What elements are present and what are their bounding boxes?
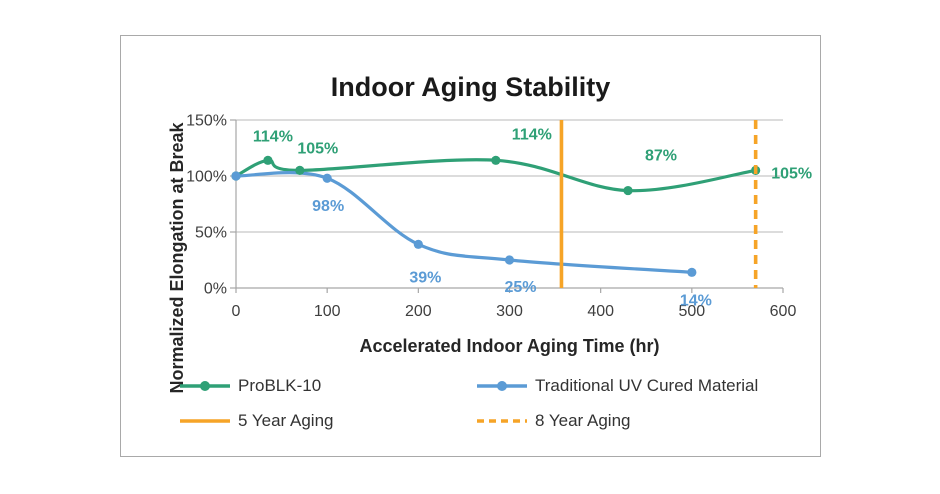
- y-tick-label: 100%: [186, 169, 227, 186]
- data-point-marker: [491, 155, 501, 165]
- data-point-label: 14%: [680, 292, 712, 309]
- data-point-label: 105%: [297, 140, 338, 157]
- data-point-marker: [263, 155, 273, 165]
- data-point-label: 105%: [771, 165, 812, 182]
- y-tick-label: 50%: [195, 225, 227, 242]
- data-point-marker: [231, 171, 241, 181]
- data-point-label: 114%: [253, 128, 293, 145]
- data-point-marker: [687, 267, 697, 277]
- data-point-label: 114%: [512, 126, 552, 143]
- y-axis-title: Normalized Elongation at Break: [167, 122, 187, 394]
- x-tick-label: 400: [587, 303, 614, 320]
- y-tick-label: 0%: [204, 281, 227, 298]
- x-axis-title: Accelerated Indoor Aging Time (hr): [359, 336, 660, 356]
- data-point-marker: [322, 173, 332, 183]
- data-point-marker: [504, 255, 515, 265]
- data-point-label: 39%: [409, 269, 441, 286]
- x-tick-label: 500: [678, 303, 705, 320]
- data-point-marker: [413, 239, 423, 249]
- y-tick-label: 150%: [186, 113, 227, 130]
- data-point-label: 98%: [312, 198, 344, 215]
- plot-area: 0%50%100%150%0 100 200 300 400 500 600114%105%…: [186, 113, 812, 321]
- x-tick-label: 200: [405, 303, 432, 320]
- data-point-marker: [295, 165, 305, 175]
- data-point-marker: [623, 185, 633, 196]
- data-point-label: 25%: [504, 279, 536, 296]
- chart-title: Indoor Aging Stability: [330, 72, 611, 102]
- x-tick-label: 0: [232, 303, 241, 320]
- x-tick-label: 600: [770, 303, 797, 320]
- x-tick-label: 300: [496, 303, 523, 320]
- chart-figure: 0% 50% 100% 150% 0 100 200 300 400 500 600 114% 105%…: [120, 35, 821, 457]
- series-line-uv-cured: [234, 171, 694, 274]
- x-tick-label: 100: [314, 303, 341, 320]
- data-point-label: 87%: [645, 148, 677, 165]
